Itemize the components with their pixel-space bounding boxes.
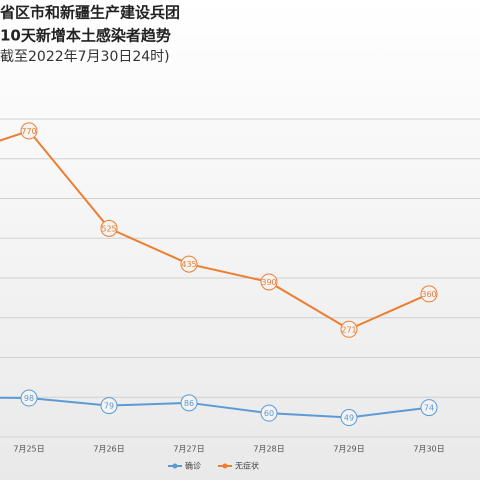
point — [180, 394, 198, 412]
series-line — [0, 396, 430, 419]
x-tick-label: 7月29日 — [333, 445, 364, 454]
value-label: 770 — [21, 127, 36, 136]
legend-label: 无症状 — [235, 461, 259, 471]
legend-label: 确诊 — [185, 461, 201, 471]
value-label: 360 — [421, 290, 436, 299]
series-line — [0, 129, 430, 331]
value-label: 79 — [104, 402, 114, 411]
value-label: 49 — [344, 414, 354, 423]
point — [260, 273, 278, 291]
x-tick-label: 7月26日 — [93, 445, 124, 454]
point — [100, 219, 118, 237]
value-label: 74 — [424, 404, 434, 413]
point — [420, 399, 438, 417]
value-label: 86 — [184, 399, 194, 408]
x-tick-label: 7月28日 — [253, 445, 284, 454]
value-label: 98 — [24, 394, 34, 403]
point — [340, 320, 358, 338]
value-label: 435 — [181, 260, 196, 269]
point — [180, 255, 198, 273]
point — [420, 285, 438, 303]
chart-title: 省区市和新疆生产建设兵团 — [0, 4, 180, 22]
value-label: 271 — [341, 325, 356, 334]
x-tick-label: 7月25日 — [13, 445, 44, 454]
x-tick-label: 7月27日 — [173, 445, 204, 454]
point — [260, 404, 278, 422]
legend-swatch — [222, 463, 228, 469]
x-tick-label: 7月30日 — [413, 445, 444, 454]
point — [20, 389, 38, 407]
value-label: 60 — [264, 409, 274, 418]
value-label: 525 — [101, 224, 116, 233]
point — [20, 122, 38, 140]
value-label: 390 — [261, 278, 276, 287]
point — [340, 409, 358, 427]
chart-subtitle: 截至2022年7月30日24时) — [0, 49, 170, 65]
chart-title: 10天新增本土感染者趋势 — [0, 27, 171, 45]
legend-swatch — [172, 463, 178, 469]
point — [100, 397, 118, 415]
